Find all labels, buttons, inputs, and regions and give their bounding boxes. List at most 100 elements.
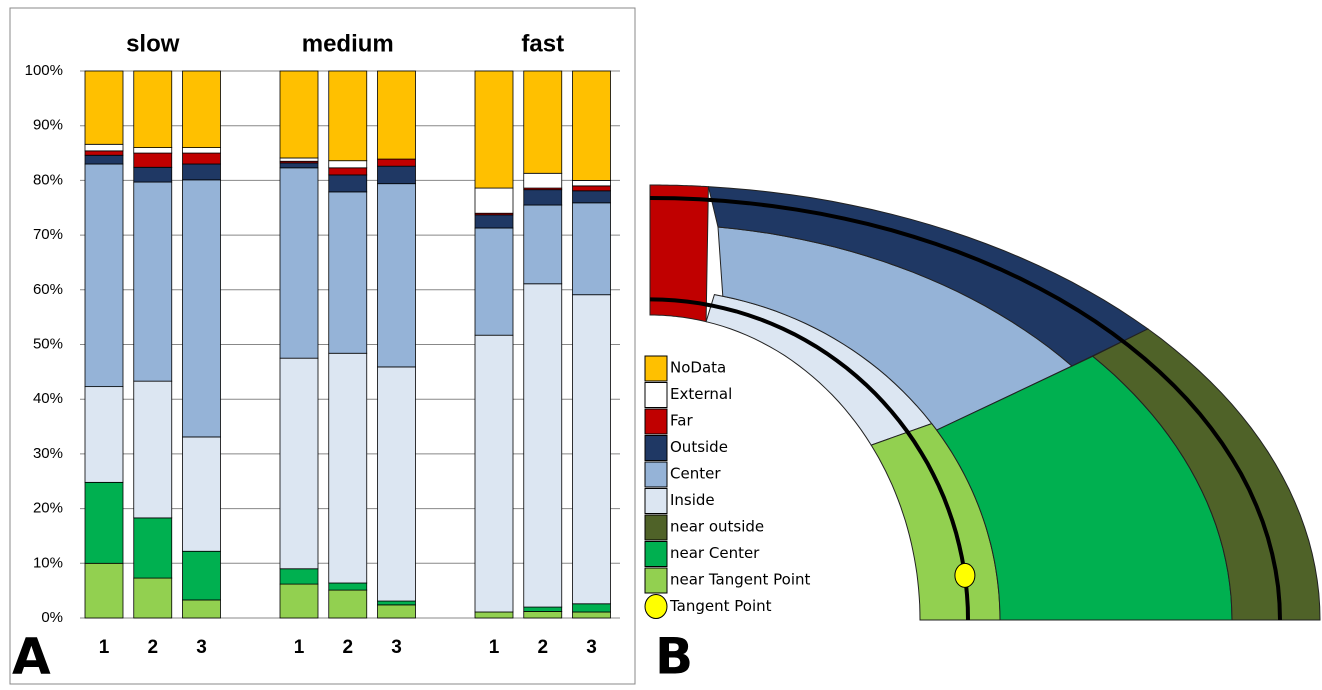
bar-segment (182, 163, 221, 181)
y-tick-label: 90% (33, 117, 63, 134)
bar-segment (328, 191, 368, 354)
bar-segment (279, 162, 319, 169)
bar-segment (133, 517, 173, 579)
bar-segment (133, 166, 173, 183)
bar-segment (474, 70, 514, 189)
bar-segment (474, 334, 514, 613)
legend-swatch (644, 514, 668, 541)
bar-segment (84, 143, 124, 152)
legend-swatch (644, 541, 668, 567)
y-tick-label: 0% (41, 609, 63, 626)
bar-segment (182, 152, 221, 165)
bar-segment (133, 181, 173, 382)
bar-segment (523, 204, 563, 285)
bar-segment (279, 167, 319, 359)
y-tick-label: 70% (33, 226, 63, 243)
bar-segment (377, 165, 416, 185)
bar-segment (572, 603, 611, 613)
legend-swatch (644, 382, 668, 408)
bar-segment (279, 583, 319, 619)
bar-segment (523, 611, 563, 619)
y-tick-label: 40% (33, 390, 63, 407)
bar-segment (572, 70, 611, 181)
y-tick-label: 100% (25, 62, 63, 79)
bar-segment (133, 70, 173, 148)
chart: 0% 10% 20% 30% 40% 50% 60% 70% 80% 90% 100% 1 2 3 1 2 3 1… (25, 30, 620, 658)
bar-segment (377, 604, 416, 619)
zone (649, 184, 709, 323)
legend-swatch (644, 461, 668, 488)
x-tick-label: 1 (99, 637, 110, 658)
tangent-point (954, 562, 976, 588)
bar-segment (133, 380, 173, 519)
bar-segment (84, 163, 124, 388)
bar-segment (182, 70, 221, 148)
bar-segment (523, 606, 563, 612)
bar-segment (182, 179, 221, 438)
bar-segment (84, 150, 124, 156)
bar-segment (133, 577, 173, 619)
bar-segment (328, 70, 368, 162)
bar-segment (377, 183, 416, 368)
bar-segment (572, 185, 611, 192)
bar-segment (474, 611, 514, 619)
bar-segment (572, 190, 611, 204)
bar-segment (84, 70, 124, 145)
legend-label: Tangent Point (669, 597, 772, 615)
bar-segment (328, 174, 368, 193)
bar-segment (182, 550, 221, 601)
bar-segment (182, 599, 221, 619)
diagram: NoData External Far Outside Center Inside near… (644, 184, 1321, 621)
legend-label: External (670, 385, 732, 403)
legend-swatch (644, 408, 668, 435)
legend-label: near Tangent Point (670, 571, 811, 589)
bar-segment (377, 70, 416, 160)
bar-segment (572, 611, 611, 619)
panel-label: B (655, 628, 693, 686)
bar-segment (84, 386, 124, 483)
bar-segment (523, 70, 563, 174)
bar-segment (328, 589, 368, 619)
bar-segment (279, 157, 319, 162)
y-tick-label: 80% (33, 171, 63, 188)
legend-swatch (644, 594, 668, 619)
x-tick-label: 2 (537, 637, 548, 658)
y-tick-label: 60% (33, 281, 63, 298)
bar-segment (84, 562, 124, 619)
bar-segment (572, 202, 611, 296)
trajectory (649, 196, 1282, 621)
x-tick-label: 3 (391, 637, 402, 658)
zone (1091, 328, 1321, 621)
bar-segment (328, 352, 368, 584)
x-tick-label: 1 (294, 637, 305, 658)
group-label: fast (521, 30, 564, 57)
y-tick-label: 10% (33, 554, 63, 571)
bar-segment (377, 600, 416, 606)
legend-label: Far (670, 412, 693, 430)
bar-segment (377, 158, 416, 167)
bar-segment (523, 283, 563, 608)
legend-label: near Center (670, 544, 760, 562)
y-tick-label: 20% (33, 500, 63, 517)
legend-label: Center (670, 465, 721, 483)
legend-label: near outside (670, 518, 764, 536)
trajectory (649, 297, 970, 621)
legend-swatch (644, 488, 668, 514)
bar-segment (84, 481, 124, 564)
bar-segment (84, 154, 124, 165)
bar-segment (474, 227, 514, 336)
x-tick-label: 3 (196, 637, 207, 658)
bar-segment (523, 189, 563, 206)
bar-segment (182, 147, 221, 154)
legend-swatch (644, 355, 668, 382)
bar-segment (572, 294, 611, 605)
legend-swatch (644, 435, 668, 461)
bar-segment (279, 357, 319, 570)
panel-label: A (12, 628, 51, 686)
legend-label: NoData (670, 359, 726, 377)
y-tick-label: 50% (33, 335, 63, 352)
x-tick-label: 3 (586, 637, 597, 658)
bar-segment (474, 187, 514, 214)
